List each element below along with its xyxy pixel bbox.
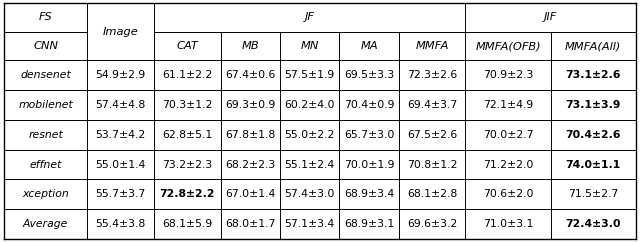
Text: 70.4±2.6: 70.4±2.6 [566, 130, 621, 140]
Text: 70.4±0.9: 70.4±0.9 [344, 100, 394, 110]
Text: 53.7±4.2: 53.7±4.2 [95, 130, 146, 140]
Text: 55.4±3.8: 55.4±3.8 [95, 219, 146, 229]
Text: 72.1±4.9: 72.1±4.9 [483, 100, 533, 110]
Text: 61.1±2.2: 61.1±2.2 [163, 70, 212, 80]
Text: 55.0±1.4: 55.0±1.4 [95, 159, 146, 170]
Text: 70.8±1.2: 70.8±1.2 [407, 159, 458, 170]
Text: 73.1±3.9: 73.1±3.9 [566, 100, 621, 110]
Text: CAT: CAT [177, 41, 198, 51]
Text: 74.0±1.1: 74.0±1.1 [566, 159, 621, 170]
Text: 54.9±2.9: 54.9±2.9 [95, 70, 146, 80]
Text: 68.9±3.4: 68.9±3.4 [344, 189, 394, 199]
Text: 68.1±2.8: 68.1±2.8 [407, 189, 457, 199]
Text: 69.6±3.2: 69.6±3.2 [407, 219, 457, 229]
Text: 72.8±2.2: 72.8±2.2 [160, 189, 215, 199]
Text: JIF: JIF [544, 12, 557, 22]
Text: 70.3±1.2: 70.3±1.2 [163, 100, 212, 110]
Text: 71.5±2.7: 71.5±2.7 [568, 189, 618, 199]
Text: 67.0±1.4: 67.0±1.4 [225, 189, 276, 199]
Text: 68.2±2.3: 68.2±2.3 [225, 159, 276, 170]
Text: MMFA: MMFA [415, 41, 449, 51]
Text: MN: MN [301, 41, 319, 51]
Text: 57.5±1.9: 57.5±1.9 [285, 70, 335, 80]
Text: 69.3±0.9: 69.3±0.9 [225, 100, 276, 110]
Text: 65.7±3.0: 65.7±3.0 [344, 130, 394, 140]
Text: 67.8±1.8: 67.8±1.8 [225, 130, 276, 140]
Text: 70.0±2.7: 70.0±2.7 [483, 130, 533, 140]
Text: densenet: densenet [20, 70, 71, 80]
Text: mobilenet: mobilenet [19, 100, 73, 110]
Text: 55.0±2.2: 55.0±2.2 [285, 130, 335, 140]
Text: 71.0±3.1: 71.0±3.1 [483, 219, 533, 229]
Text: 55.7±3.7: 55.7±3.7 [95, 189, 146, 199]
Text: 68.1±5.9: 68.1±5.9 [163, 219, 212, 229]
Text: MB: MB [242, 41, 259, 51]
Text: 72.3±2.6: 72.3±2.6 [407, 70, 457, 80]
Text: 67.5±2.6: 67.5±2.6 [407, 130, 457, 140]
Text: MMFA(OFB): MMFA(OFB) [476, 41, 541, 51]
Text: 62.8±5.1: 62.8±5.1 [163, 130, 212, 140]
Text: resnet: resnet [28, 130, 63, 140]
Text: 55.1±2.4: 55.1±2.4 [285, 159, 335, 170]
Text: 60.2±4.0: 60.2±4.0 [285, 100, 335, 110]
Text: 70.0±1.9: 70.0±1.9 [344, 159, 394, 170]
Text: 73.1±2.6: 73.1±2.6 [566, 70, 621, 80]
Text: MMFA(All): MMFA(All) [565, 41, 621, 51]
Text: 57.4±3.0: 57.4±3.0 [285, 189, 335, 199]
Text: 67.4±0.6: 67.4±0.6 [225, 70, 276, 80]
Text: 69.4±3.7: 69.4±3.7 [407, 100, 457, 110]
Text: effnet: effnet [29, 159, 62, 170]
Text: 68.9±3.1: 68.9±3.1 [344, 219, 394, 229]
Text: 68.0±1.7: 68.0±1.7 [225, 219, 276, 229]
Text: Average: Average [23, 219, 68, 229]
Text: CNN: CNN [33, 41, 58, 51]
Text: 70.6±2.0: 70.6±2.0 [483, 189, 533, 199]
Text: 72.4±3.0: 72.4±3.0 [566, 219, 621, 229]
Text: 73.2±2.3: 73.2±2.3 [163, 159, 212, 170]
Text: 69.5±3.3: 69.5±3.3 [344, 70, 394, 80]
Text: Image: Image [103, 27, 139, 37]
Text: JF: JF [305, 12, 315, 22]
Text: 71.2±2.0: 71.2±2.0 [483, 159, 533, 170]
Text: 70.9±2.3: 70.9±2.3 [483, 70, 533, 80]
Text: MA: MA [360, 41, 378, 51]
Text: 57.1±3.4: 57.1±3.4 [285, 219, 335, 229]
Text: 57.4±4.8: 57.4±4.8 [95, 100, 146, 110]
Text: xception: xception [22, 189, 69, 199]
Text: FS: FS [39, 12, 52, 22]
